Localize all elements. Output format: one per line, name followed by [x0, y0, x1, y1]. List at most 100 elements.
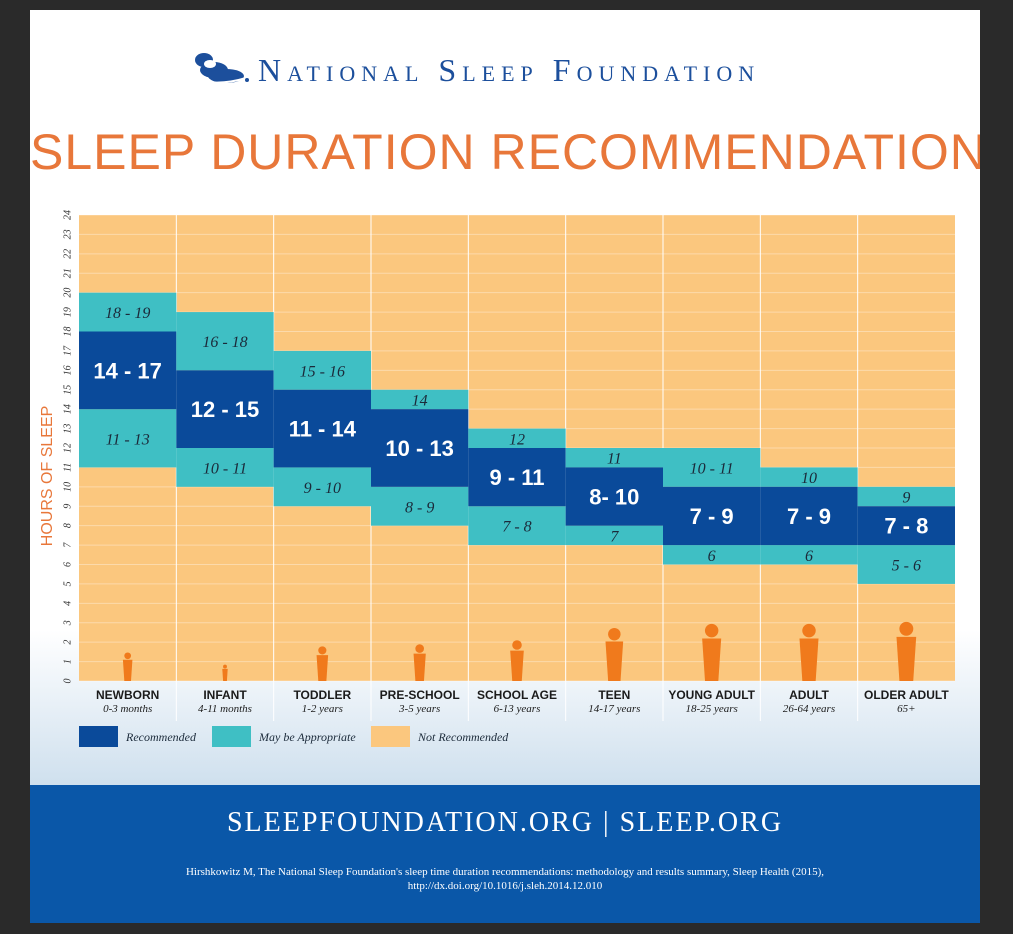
- recommended-label: 11 - 14: [289, 417, 357, 442]
- may-be-appropriate-lower-bar: [371, 486, 469, 526]
- recommended-label: 7 - 9: [787, 504, 831, 529]
- footer-banner: SLEEPFOUNDATION.ORG | SLEEP.ORG Hirshkow…: [30, 785, 980, 923]
- teen-figure-icon: [605, 627, 624, 681]
- category-age-label: 4-11 months: [198, 703, 252, 715]
- recommended-label: 10 - 13: [385, 436, 454, 461]
- may-be-appropriate-upper-label: 11: [607, 451, 622, 468]
- toddler-figure-icon: [316, 646, 329, 681]
- may-be-appropriate-upper-label: 12: [509, 431, 525, 448]
- legend-swatch: [212, 726, 251, 747]
- may-be-appropriate-lower-label: 5 - 6: [892, 558, 921, 575]
- newborn-figure-icon: [122, 652, 133, 681]
- may-be-appropriate-lower-bar: [79, 409, 177, 468]
- category-label: ADULT: [789, 688, 829, 702]
- y-tick-label: 4: [62, 601, 73, 606]
- may-be-appropriate-upper-bar: [857, 486, 955, 507]
- may-be-appropriate-lower-label: 8 - 9: [405, 499, 434, 516]
- y-tick-label: 21: [62, 268, 73, 278]
- y-tick-label: 18: [62, 327, 73, 337]
- recommended-label: 14 - 17: [93, 358, 162, 383]
- may-be-appropriate-upper-label: 9: [902, 490, 910, 507]
- y-tick-label: 9: [62, 504, 73, 509]
- recommended-bar: [176, 370, 274, 448]
- may-be-appropriate-lower-label: 6: [805, 548, 813, 565]
- legend-label: Recommended: [125, 730, 197, 744]
- category-age-label: 14-17 years: [588, 703, 640, 715]
- may-be-appropriate-lower-label: 10 - 11: [203, 460, 247, 477]
- recommended-bar: [79, 331, 177, 410]
- y-tick-label: 19: [62, 307, 73, 317]
- y-tick-label: 20: [62, 288, 73, 298]
- may-be-appropriate-upper-label: 15 - 16: [300, 363, 345, 380]
- category-label: SCHOOL AGE: [477, 688, 557, 702]
- young-adult-figure-icon: [702, 623, 722, 681]
- y-tick-label: 22: [62, 249, 73, 259]
- adult-figure-icon: [799, 623, 819, 681]
- may-be-appropriate-upper-bar: [663, 448, 761, 487]
- crawling-infant-figure-icon: [222, 664, 228, 681]
- category-age-label: 6-13 years: [494, 703, 541, 715]
- may-be-appropriate-upper-label: 14: [412, 392, 428, 409]
- may-be-appropriate-lower-label: 7 - 8: [502, 519, 531, 536]
- may-be-appropriate-upper-bar: [79, 292, 177, 332]
- may-be-appropriate-lower-label: 9 - 10: [304, 480, 341, 497]
- recommended-bar: [565, 467, 663, 526]
- recommended-bar: [273, 389, 371, 468]
- may-be-appropriate-upper-bar: [371, 389, 469, 410]
- y-tick-label: 14: [62, 404, 73, 414]
- y-tick-label: 1: [62, 659, 73, 664]
- y-tick-label: 8: [62, 523, 73, 528]
- school-child-figure-icon: [510, 640, 524, 681]
- may-be-appropriate-lower-bar: [176, 448, 274, 487]
- footer-citation: Hirshkowitz M, The National Sleep Founda…: [185, 866, 825, 892]
- may-be-appropriate-upper-label: 10 - 11: [690, 460, 734, 477]
- y-tick-label: 17: [62, 345, 73, 356]
- y-tick-label: 24: [62, 210, 73, 220]
- y-tick-label: 2: [62, 640, 73, 645]
- recommended-label: 7 - 9: [690, 504, 734, 529]
- may-be-appropriate-lower-bar: [565, 525, 663, 546]
- may-be-appropriate-lower-label: 7: [610, 528, 619, 545]
- category-label: TODDLER: [293, 688, 351, 702]
- recommended-label: 7 - 8: [884, 514, 928, 539]
- may-be-appropriate-upper-bar: [176, 312, 274, 371]
- may-be-appropriate-upper-bar: [468, 428, 566, 448]
- recommended-bar: [760, 486, 858, 546]
- page-title: SLEEP DURATION RECOMMENDATIONS: [30, 124, 980, 180]
- legend-swatch: [79, 726, 118, 747]
- may-be-appropriate-lower-bar: [760, 545, 858, 565]
- category-age-label: 0-3 months: [103, 703, 152, 715]
- recommended-label: 12 - 15: [191, 397, 260, 422]
- category-label: INFANT: [203, 688, 247, 702]
- category-age-label: 65+: [897, 703, 915, 715]
- y-tick-label: 23: [62, 229, 73, 239]
- category-age-label: 1-2 years: [302, 703, 343, 715]
- y-tick-label: 0: [62, 679, 73, 684]
- category-label: YOUNG ADULT: [668, 688, 755, 702]
- recommended-bar: [371, 409, 469, 487]
- category-label: TEEN: [598, 688, 630, 702]
- legend-label: May be Appropriate: [258, 730, 356, 744]
- may-be-appropriate-lower-bar: [468, 506, 566, 546]
- recommended-bar: [468, 448, 566, 507]
- y-tick-label: 5: [62, 581, 73, 586]
- older-adult-cane-figure-icon: [896, 621, 917, 681]
- y-tick-label: 3: [62, 620, 73, 626]
- recommended-bar: [663, 486, 761, 546]
- recommended-label: 9 - 11: [489, 465, 544, 490]
- y-tick-label: 6: [62, 562, 73, 567]
- may-be-appropriate-upper-label: 16 - 18: [202, 334, 247, 351]
- sleeping-figures-logo-icon: [195, 53, 249, 84]
- preschooler-figure-icon: [413, 644, 426, 681]
- may-be-appropriate-upper-bar: [565, 448, 663, 468]
- y-tick-label: 15: [62, 385, 73, 395]
- may-be-appropriate-upper-label: 10: [801, 470, 817, 487]
- may-be-appropriate-lower-bar: [273, 467, 371, 507]
- may-be-appropriate-upper-label: 18 - 19: [105, 305, 150, 322]
- y-tick-label: 12: [62, 443, 73, 453]
- legend-label: Not Recommended: [417, 730, 509, 744]
- category-label: OLDER ADULT: [864, 688, 949, 702]
- category-age-label: 18-25 years: [686, 703, 738, 715]
- legend-swatch: [371, 726, 410, 747]
